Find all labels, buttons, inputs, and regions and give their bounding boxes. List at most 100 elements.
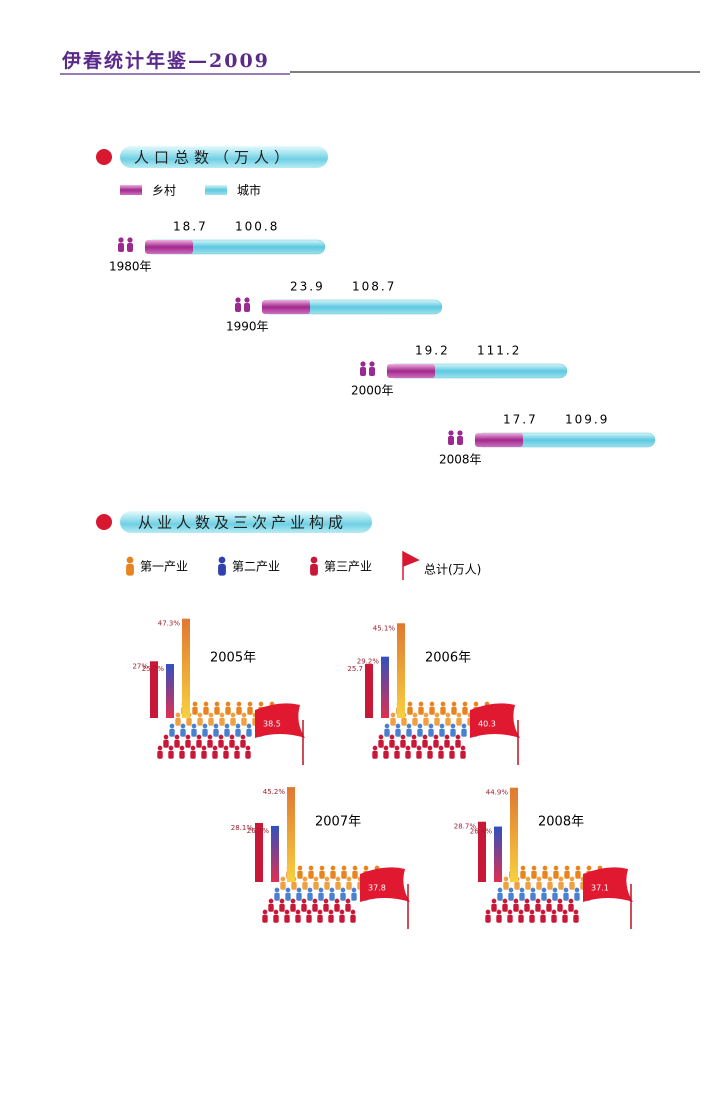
person-icon <box>185 734 191 740</box>
person-icon <box>536 881 542 890</box>
person-icon <box>192 701 198 707</box>
person-icon <box>296 887 302 893</box>
person-icon <box>179 745 185 751</box>
total-flag <box>583 867 633 902</box>
person-icon <box>324 876 330 882</box>
person-icon <box>230 717 236 726</box>
person-icon <box>449 745 455 751</box>
person-icon <box>335 876 341 882</box>
person-icon <box>202 728 208 737</box>
legend-label: 第三产业 <box>324 560 372 574</box>
year-label: 1990年 <box>226 320 269 334</box>
person-icon <box>240 739 246 748</box>
person-icon <box>553 865 559 871</box>
person-icon <box>351 887 357 893</box>
person-icon <box>297 865 303 871</box>
person-icon <box>372 750 378 759</box>
person-icon <box>575 865 581 871</box>
person-icon <box>225 706 231 715</box>
person-icon <box>241 712 247 718</box>
person-icon <box>324 881 330 890</box>
person-icon <box>440 701 446 707</box>
person-icon <box>427 750 433 759</box>
person-icon <box>497 887 503 893</box>
person-icon <box>247 701 253 707</box>
person-icon <box>542 870 548 879</box>
person-icon <box>416 750 422 759</box>
person-icon <box>422 734 428 740</box>
rural-value: 19.2 <box>415 344 450 358</box>
person-icon <box>411 739 417 748</box>
person-icon <box>428 723 434 729</box>
person-icon <box>223 750 229 759</box>
person-icon <box>384 723 390 729</box>
person-icon <box>279 903 285 912</box>
person-icon <box>279 898 285 904</box>
person-icon <box>196 734 202 740</box>
person-icon <box>461 723 467 729</box>
person-icon <box>241 717 247 726</box>
person-icon <box>547 876 553 882</box>
person-icon <box>450 723 456 729</box>
year-label: 1980年 <box>109 260 152 274</box>
year-label: 2008年 <box>439 453 482 467</box>
legend-label: 城市 <box>237 183 261 198</box>
person-icon <box>190 745 196 751</box>
person-icon <box>417 723 423 729</box>
person-icon <box>389 734 395 740</box>
person-icon <box>285 887 291 893</box>
person-icon <box>301 898 307 904</box>
person-icon <box>313 881 319 890</box>
person-icon <box>203 701 209 707</box>
person-icon <box>455 734 461 740</box>
person-icon <box>273 909 279 915</box>
person-icon <box>529 914 535 923</box>
person-icon <box>234 745 240 751</box>
person-icon <box>429 706 435 715</box>
share-bar <box>166 664 174 718</box>
person-icon <box>262 909 268 915</box>
person-icon <box>319 870 325 879</box>
person-icon <box>306 909 312 915</box>
person-icon <box>513 898 519 904</box>
person-icon <box>246 723 252 729</box>
person-icon <box>575 870 581 879</box>
person-icon <box>295 914 301 923</box>
person-icon <box>296 892 302 901</box>
person-icon <box>284 909 290 915</box>
person-icon <box>378 734 384 740</box>
person-icon <box>197 717 203 726</box>
person-icon <box>245 750 251 759</box>
rural-bar <box>262 300 310 314</box>
share-label: 27% <box>132 662 148 670</box>
person-icon <box>168 745 174 751</box>
person-icon <box>503 881 509 890</box>
person-icon <box>192 706 198 715</box>
urban-value: 100.8 <box>235 220 279 234</box>
panel-year: 2007年 <box>315 815 361 830</box>
person-icon <box>225 701 231 707</box>
person-icon <box>508 887 514 893</box>
person-icon <box>330 870 336 879</box>
person-icon <box>312 898 318 904</box>
total-value: 37.8 <box>368 884 386 893</box>
person-icon <box>197 712 203 718</box>
rural-bar <box>145 240 193 254</box>
person-icon <box>529 909 535 915</box>
person-icon <box>520 865 526 871</box>
person-icon <box>363 865 369 871</box>
person-icon <box>280 876 286 882</box>
person-icon <box>390 712 396 718</box>
person-icon <box>341 865 347 871</box>
person-icon <box>258 701 264 707</box>
person-icon <box>318 892 324 901</box>
person-icon <box>562 909 568 915</box>
person-icon <box>540 914 546 923</box>
person-icon <box>407 706 413 715</box>
person-icon <box>351 892 357 901</box>
person-icon <box>491 903 497 912</box>
person-icon <box>224 728 230 737</box>
person-icon <box>433 739 439 748</box>
person-icon <box>318 887 324 893</box>
